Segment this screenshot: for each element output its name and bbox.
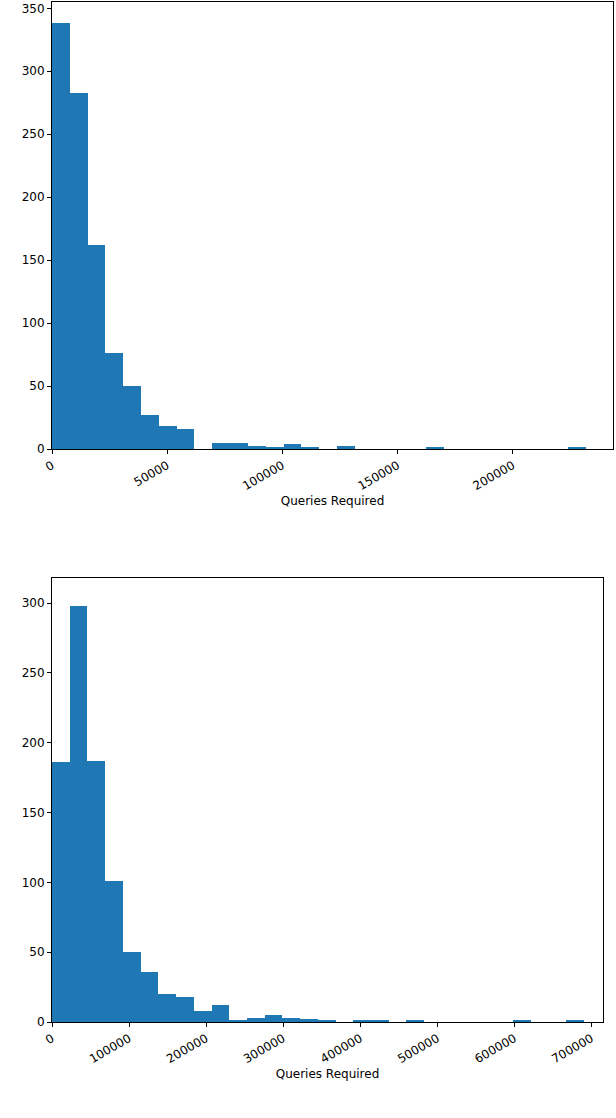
svg-text:200: 200 [22,190,45,204]
svg-text:200: 200 [22,736,45,750]
svg-text:200000: 200000 [471,458,518,493]
svg-text:0: 0 [43,458,57,474]
svg-text:Queries Required: Queries Required [276,1067,380,1081]
svg-text:0: 0 [43,1031,57,1047]
svg-text:150: 150 [22,253,45,267]
svg-text:350: 350 [22,2,45,16]
svg-text:100000: 100000 [240,458,287,493]
svg-text:50: 50 [29,379,44,393]
svg-text:250: 250 [22,127,45,141]
svg-text:0: 0 [37,442,45,456]
svg-text:300000: 300000 [241,1031,288,1066]
svg-text:600000: 600000 [472,1031,519,1066]
svg-text:700000: 700000 [549,1031,596,1066]
svg-text:400000: 400000 [318,1031,365,1066]
svg-text:100000: 100000 [87,1031,134,1066]
svg-text:50000: 50000 [132,458,172,489]
svg-text:150000: 150000 [355,458,402,493]
svg-text:100: 100 [22,876,45,890]
svg-text:200000: 200000 [164,1031,211,1066]
svg-text:300: 300 [22,64,45,78]
svg-text:150: 150 [22,806,45,820]
svg-text:50: 50 [29,945,44,959]
svg-text:0: 0 [37,1015,45,1029]
svg-text:250: 250 [22,666,45,680]
svg-text:Queries Required: Queries Required [281,494,385,508]
svg-text:500000: 500000 [395,1031,442,1066]
svg-text:100: 100 [22,316,45,330]
svg-text:300: 300 [22,596,45,610]
